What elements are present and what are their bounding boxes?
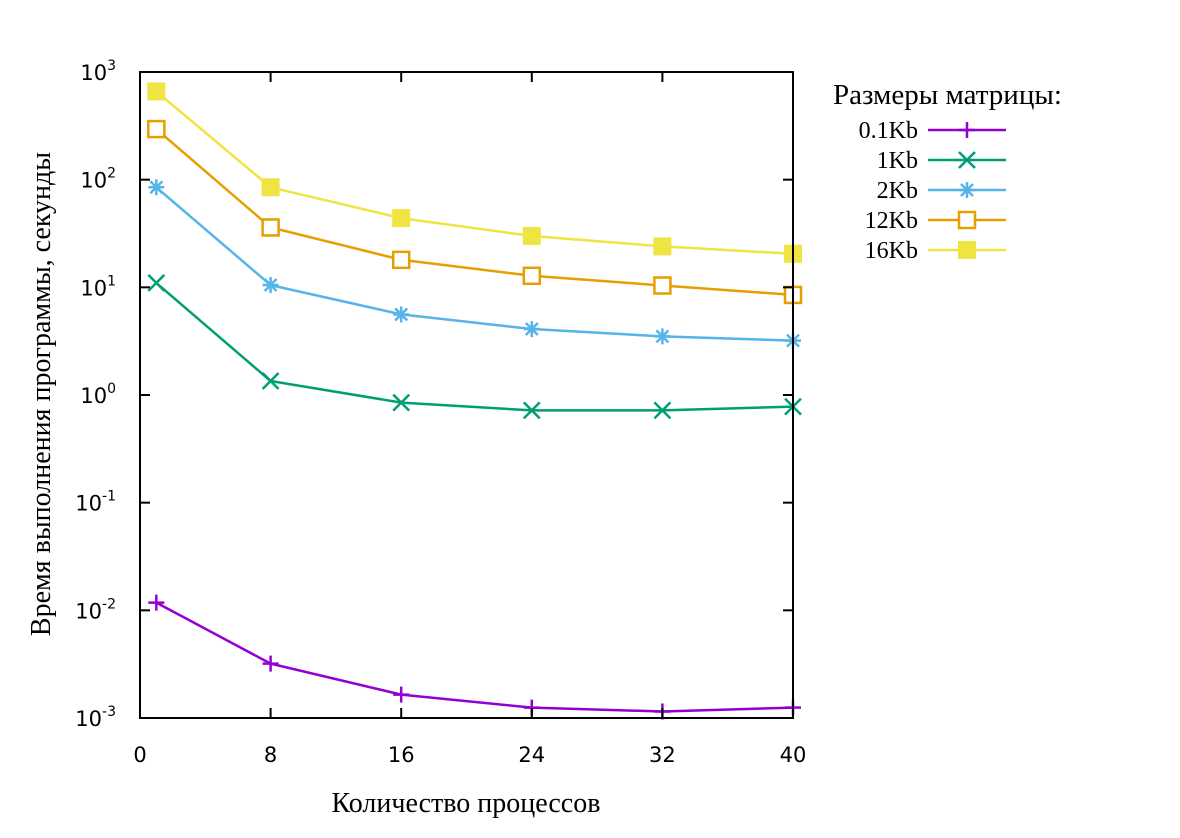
series-3-point-4-box: [653, 276, 672, 295]
legend-label-2: 2Kb: [877, 178, 918, 204]
x-tick-label-0: 0: [133, 743, 146, 767]
legend-marker-1-d2: [958, 151, 976, 169]
y-tick-label-6: 10-3: [75, 704, 116, 731]
y-tick-label-3: 100: [80, 381, 116, 408]
series-4-point-4: [653, 237, 672, 256]
x-axis-label: Количество процессов: [332, 788, 601, 819]
series-2-point-1: [262, 277, 279, 294]
series-4-point-3: [522, 226, 541, 245]
series-3-point-1-box: [261, 218, 280, 237]
series-1-point-3-d2: [522, 401, 541, 420]
series-4-point-0-box: [147, 82, 166, 101]
series-2-point-3: [523, 321, 540, 338]
legend-marker-1: [958, 151, 976, 169]
series-3-point-4: [653, 276, 672, 295]
legend-label-3: 12Kb: [865, 208, 918, 234]
series-1-point-2: [392, 393, 411, 412]
series-2-point-2: [393, 306, 410, 323]
legend-marker-4-box: [958, 241, 976, 259]
series-2-point-3-d2: [524, 322, 539, 336]
y-tick-label-4: 10-1: [75, 489, 116, 516]
legend-label-4: 16Kb: [865, 238, 918, 264]
series-2-point-2-d2: [394, 307, 409, 322]
legend-marker-0: [959, 122, 975, 138]
series-0-point-0: [148, 594, 165, 611]
legend-label-0: 0.1Kb: [859, 118, 918, 144]
legend-marker-4: [958, 241, 976, 259]
x-tick-label-4: 32: [649, 743, 676, 767]
y-tick-label-5: 10-2: [75, 596, 116, 623]
y-axis-label: Время выполнения программы, секунды: [26, 152, 57, 636]
series-4-point-1: [261, 178, 280, 197]
x-tick-label-1: 8: [264, 743, 277, 767]
legend-marker-2-d2: [960, 183, 974, 197]
series-line-3: [155, 128, 794, 297]
x-tick-label-2: 16: [388, 743, 415, 767]
series-3-point-0-box: [147, 119, 166, 139]
legend-title: Размеры матрицы:: [833, 79, 1062, 111]
legend-marker-3-box: [957, 210, 977, 230]
x-tick-label-3: 24: [518, 743, 545, 767]
series-3-point-2-box: [391, 250, 411, 270]
series-3-point-0: [147, 119, 166, 139]
series-1-point-0: [147, 273, 166, 292]
series-1-point-2-d2: [392, 393, 411, 412]
series-2-point-1-d2: [263, 278, 278, 292]
series-4-point-1-box: [261, 178, 280, 197]
x-tick-label-5: 40: [780, 743, 807, 767]
series-line-4: [155, 90, 794, 256]
y-tick-label-0: 103: [80, 58, 116, 85]
series-line-0: [155, 601, 794, 713]
series-1-point-4: [653, 401, 672, 420]
series-3-point-3-box: [522, 266, 542, 286]
series-2-point-4: [654, 328, 671, 345]
series-2-point-0-d2: [149, 180, 164, 195]
series-1-point-3: [522, 401, 541, 420]
series-4-point-4-box: [653, 237, 672, 256]
legend-marker-3: [957, 210, 977, 230]
series-1-point-0-d2: [147, 273, 166, 292]
legend: 0.1Kb 1Kb 2Kb 12Kb 16Kb: [859, 118, 1006, 264]
series-0-point-2: [393, 686, 410, 703]
series-2-point-4-d2: [655, 329, 670, 344]
series-4-point-0: [147, 82, 166, 101]
series-3-point-1: [261, 218, 280, 237]
series-4-point-2: [392, 209, 411, 228]
series-2-point-0: [148, 179, 165, 196]
ticks-layer: 0 8 16 24 32 40 103 102 101 100 10-1 10-2 10-3: [75, 58, 806, 767]
series-4-point-3-box: [522, 226, 541, 245]
series-4-point-2-box: [392, 209, 411, 228]
series-3-point-2: [391, 250, 411, 270]
series-line-1: [155, 281, 794, 412]
legend-label-1: 1Kb: [877, 148, 918, 174]
legend-marker-2: [959, 182, 975, 198]
y-tick-label-1: 102: [80, 166, 116, 193]
series-0-point-1: [262, 655, 279, 672]
series-line-2: [155, 186, 794, 342]
plot-frame: [139, 71, 794, 719]
series-1-point-1-d2: [261, 372, 280, 390]
series-1-point-1: [261, 372, 280, 390]
y-tick-label-2: 101: [80, 273, 116, 300]
series-1-point-4-d2: [653, 401, 672, 420]
series-layer: [147, 82, 803, 720]
series-3-point-3: [522, 266, 542, 286]
